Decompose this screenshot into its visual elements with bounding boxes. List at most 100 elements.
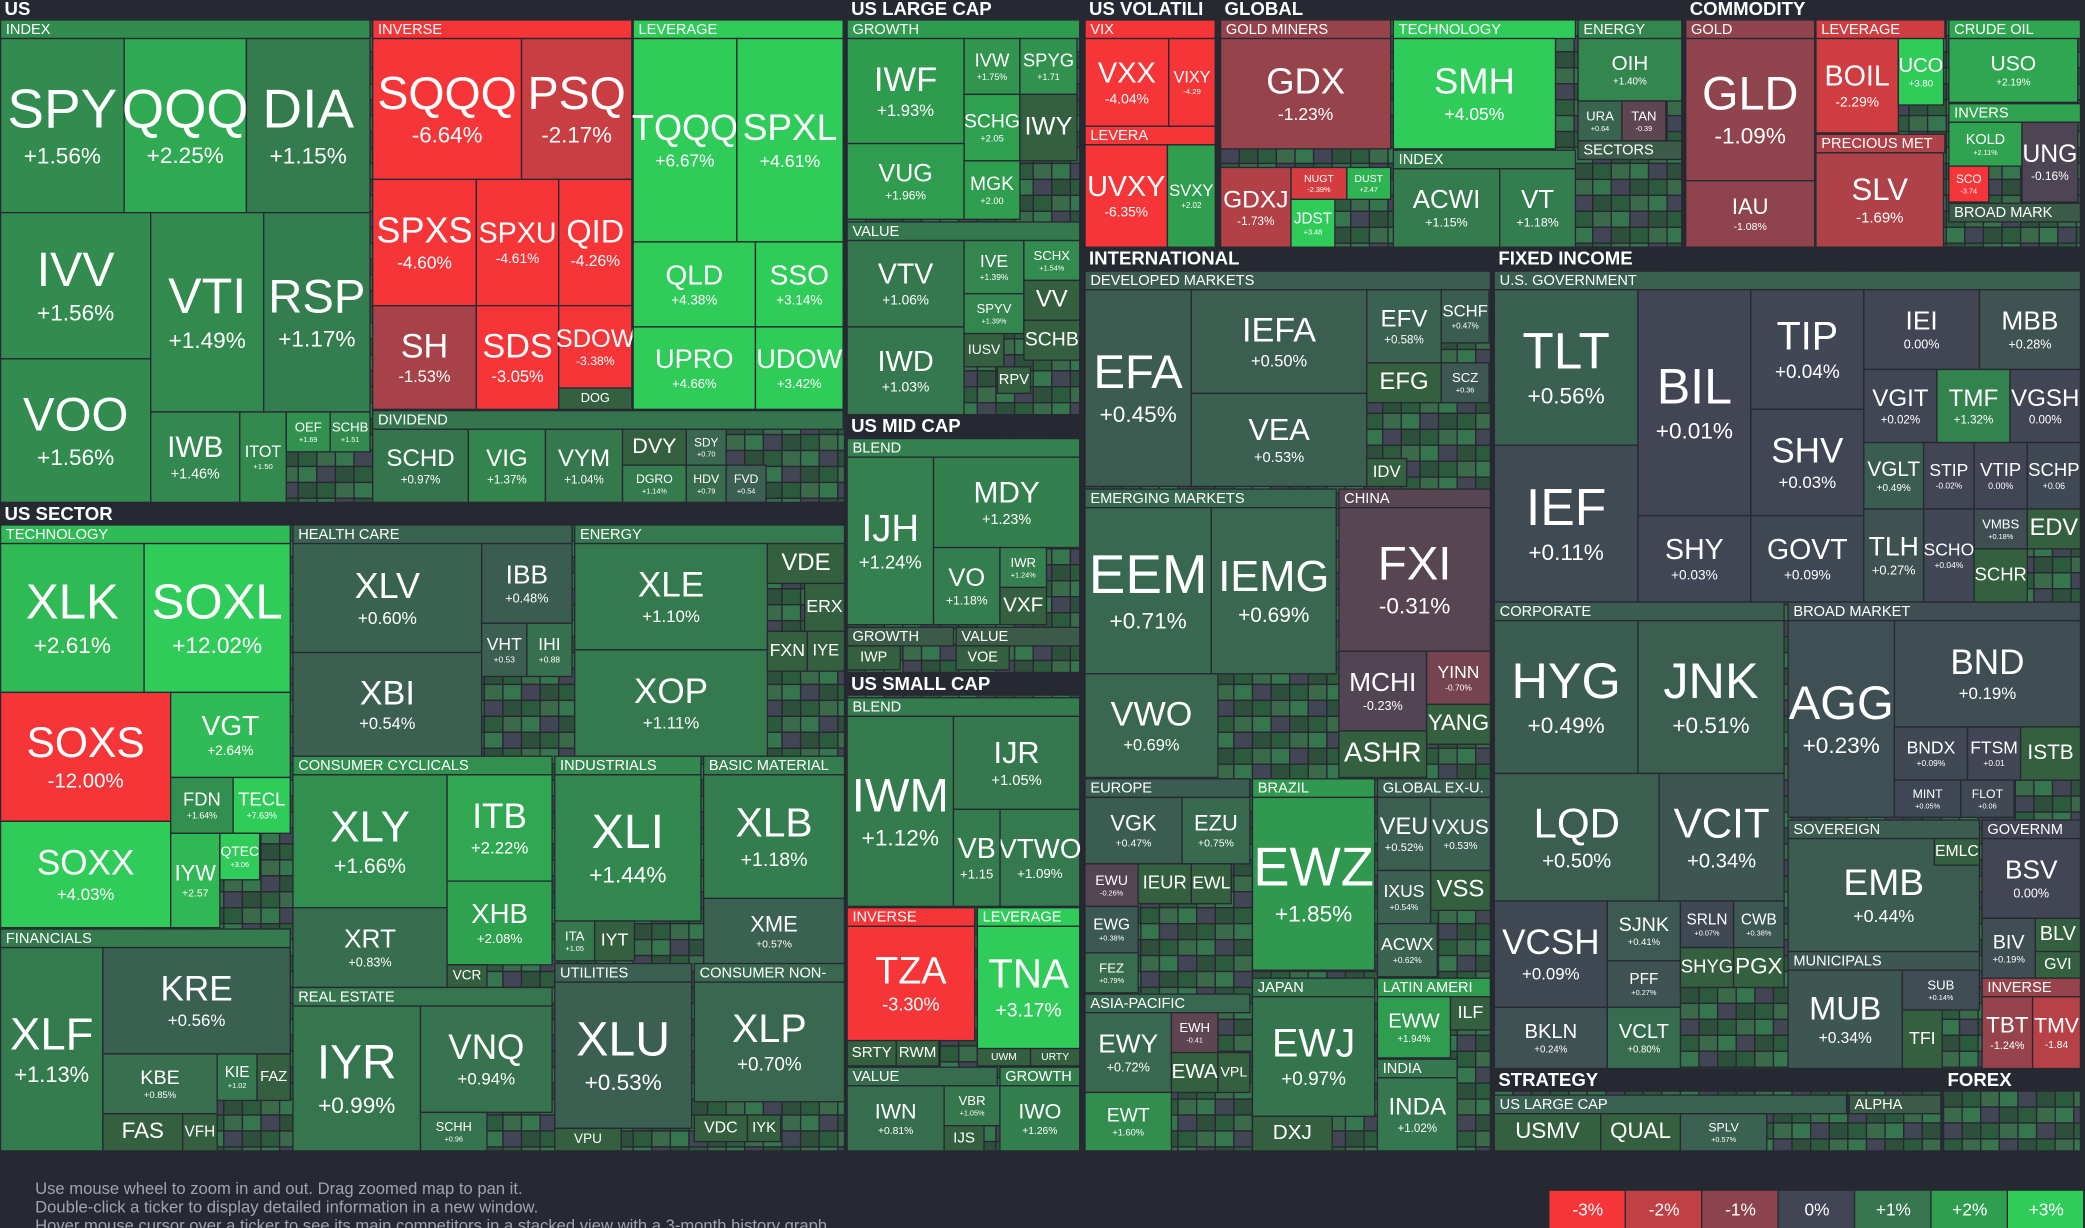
ticker-label: VIG bbox=[486, 445, 528, 472]
minor-tile bbox=[297, 497, 318, 504]
minor-tile bbox=[1069, 194, 1081, 212]
minor-tile bbox=[1051, 564, 1072, 582]
ticker-label: IWB bbox=[167, 431, 223, 464]
minor-tile bbox=[799, 731, 820, 749]
ticker-label: QID bbox=[566, 214, 624, 250]
minor-tile bbox=[837, 481, 846, 500]
ticker-label: SCHB bbox=[332, 419, 369, 434]
minor-tile bbox=[1069, 580, 1081, 598]
ticker-label: KBE bbox=[140, 1067, 179, 1089]
minor-tile bbox=[2075, 242, 2082, 248]
minor-tile bbox=[1051, 548, 1072, 566]
ticker-label: FXN bbox=[770, 640, 805, 660]
subgroup-title: REAL ESTATE bbox=[298, 989, 395, 1005]
change-label: +1.51 bbox=[341, 435, 359, 444]
subgroup-title: INDEX bbox=[6, 22, 51, 38]
ticker-label: VOO bbox=[23, 389, 128, 442]
minor-tile bbox=[837, 699, 846, 717]
change-label: +1.17% bbox=[278, 326, 355, 351]
minor-tile bbox=[1629, 194, 1650, 212]
minor-tile bbox=[1908, 114, 1929, 133]
minor-tile bbox=[762, 433, 783, 452]
minor-tile bbox=[632, 1130, 653, 1148]
minor-tile bbox=[976, 402, 997, 416]
minor-tile bbox=[1368, 146, 1389, 165]
minor-tile bbox=[1069, 612, 1081, 630]
change-label: +2.11% bbox=[1973, 148, 1998, 157]
subgroup-title: FINANCIALS bbox=[6, 931, 92, 947]
ticker-label: SCHD bbox=[386, 445, 454, 472]
minor-tile bbox=[520, 1146, 541, 1152]
minor-tile bbox=[1926, 114, 1947, 133]
minor-tile bbox=[1610, 194, 1631, 212]
ticker-label: SOXS bbox=[27, 719, 145, 767]
change-label: +1.11% bbox=[643, 713, 699, 732]
minor-tile bbox=[1013, 643, 1034, 662]
ticker-label: VTI bbox=[168, 268, 246, 324]
minor-tile bbox=[2038, 226, 2059, 244]
minor-tile bbox=[799, 449, 820, 468]
ticker-label: UCO bbox=[1899, 55, 1944, 77]
minor-tile bbox=[1647, 210, 1668, 228]
minor-tile bbox=[1069, 402, 1081, 416]
minor-tile bbox=[762, 1146, 783, 1152]
subgroup-title: LEVERA bbox=[1090, 128, 1148, 144]
ticker-label: IWD bbox=[877, 346, 933, 378]
ticker-label: XLI bbox=[592, 805, 664, 859]
ticker-label: IYE bbox=[813, 641, 840, 660]
ticker-label: XLY bbox=[330, 802, 410, 851]
ticker-label: XBI bbox=[360, 674, 415, 712]
minor-tile bbox=[520, 715, 541, 733]
change-label: -1.69% bbox=[1856, 210, 1903, 227]
minor-tile bbox=[799, 715, 820, 733]
change-label: +0.48% bbox=[505, 591, 548, 605]
change-label: +1.14% bbox=[642, 486, 667, 495]
ticker-label: XLK bbox=[26, 576, 119, 630]
change-label: -4.29 bbox=[1183, 87, 1201, 96]
minor-tile bbox=[1573, 194, 1594, 212]
change-label: +0.57% bbox=[756, 938, 792, 950]
change-label: +1.39% bbox=[980, 272, 1009, 282]
ticker-label: DUST bbox=[1354, 173, 1383, 185]
ticker-label: XLU bbox=[576, 1013, 670, 1067]
minor-tile bbox=[1592, 226, 1612, 244]
change-label: +1.56% bbox=[37, 445, 114, 470]
ticker-label: SH bbox=[401, 328, 449, 366]
subgroup-title: LEVERAGE bbox=[1821, 22, 1900, 38]
minor-tile bbox=[818, 715, 839, 733]
minor-tile bbox=[1592, 178, 1612, 197]
minor-tile bbox=[1964, 242, 1985, 248]
minor-tile bbox=[297, 449, 318, 468]
change-label: -12.00% bbox=[48, 771, 124, 793]
minor-tile bbox=[539, 683, 560, 702]
change-label: +2.25% bbox=[147, 143, 224, 168]
ticker-label: SCHX bbox=[1034, 248, 1071, 263]
minor-tile bbox=[632, 922, 653, 941]
subgroup-title: CONSUMER NON- bbox=[700, 965, 827, 981]
ticker-label: BOIL bbox=[1825, 61, 1890, 93]
change-label: -4.61% bbox=[496, 251, 540, 266]
ticker-label: IYR bbox=[317, 1037, 397, 1090]
change-label: +1.44% bbox=[589, 863, 666, 888]
minor-tile bbox=[1573, 162, 1594, 181]
minor-tile bbox=[669, 1130, 690, 1148]
ticker-label: SMH bbox=[1434, 61, 1515, 102]
minor-tile bbox=[1069, 564, 1081, 582]
change-label: +1.06% bbox=[882, 292, 929, 307]
minor-tile bbox=[1275, 146, 1296, 165]
minor-tile bbox=[316, 465, 337, 484]
ticker-label: SPY bbox=[7, 78, 117, 140]
ticker-label: RSP bbox=[268, 270, 365, 323]
minor-tile bbox=[502, 683, 523, 702]
ticker-label: OEF bbox=[295, 419, 322, 434]
ticker-label: UNG bbox=[2022, 141, 2077, 168]
minor-tile bbox=[1964, 226, 1985, 244]
minor-tile bbox=[837, 465, 846, 484]
minor-tile bbox=[1350, 210, 1371, 228]
ticker-label: IWY bbox=[1025, 112, 1073, 140]
minor-tile bbox=[837, 1146, 846, 1152]
ticker-label: HDV bbox=[693, 472, 720, 486]
ticker-label: SLV bbox=[1852, 172, 1909, 207]
ticker-label: GDX bbox=[1266, 61, 1345, 102]
minor-tile bbox=[1032, 643, 1053, 662]
